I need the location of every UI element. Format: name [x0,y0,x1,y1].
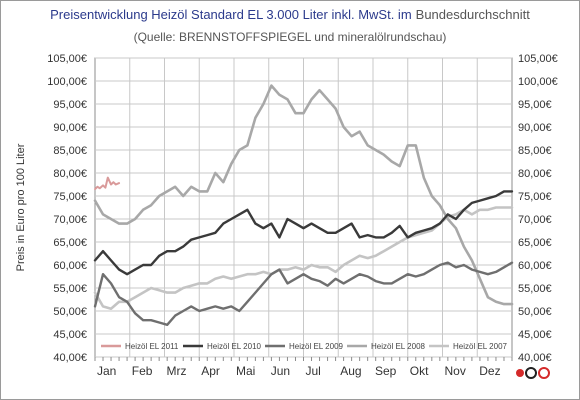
axes: 105,00€ 105,00€ 100,00€ 100,00€ 95,00€ 95,00€… [47,53,558,378]
series-line-heizöl-el-2011 [94,176,121,191]
x-tick-label: Okt [410,364,429,378]
y-tick-label-left: 70,00€ [53,214,87,226]
x-tick-label: Dez [479,364,500,378]
y-tick-label-left: 60,00€ [53,260,87,272]
chart-subtitle: (Quelle: BRENNSTOFFSPIEGEL und mineralöl… [134,30,447,44]
x-tick-label: Nov [445,364,466,378]
legend: Heizöl EL 2011 Heizöl EL 2010 Heizöl EL 20… [101,342,508,351]
y-tick-label-left: 55,00€ [53,283,87,295]
y-tick-label-right: 90,00€ [518,122,552,134]
publisher-logo [516,367,550,379]
x-tick-label: Mai [236,364,255,378]
legend-label: Heizöl EL 2008 [371,342,426,351]
y-tick-label-right: 60,00€ [518,260,552,272]
series-line-heizöl-el-2010 [93,190,514,276]
x-tick-label: Apr [201,364,220,378]
chart-title-suffix: Bundesdurchschnitt [416,7,531,22]
y-tick-label-left: 50,00€ [53,306,87,318]
grid [94,57,513,358]
y-tick-label-left: 95,00€ [53,99,87,111]
series-line-heizöl-el-2008 [93,84,514,306]
y-tick-label-left: 65,00€ [53,237,87,249]
y-tick-label-left: 90,00€ [53,122,87,134]
y-tick-label-right: 95,00€ [518,99,552,111]
legend-label: Heizöl EL 2011 [125,342,179,351]
x-tick-label: Sep [375,364,397,378]
legend-label: Heizöl EL 2007 [453,342,508,351]
y-tick-label-left: 40,00€ [53,352,87,364]
y-tick-label-right: 50,00€ [518,306,552,318]
y-tick-label-right: 40,00€ [518,352,552,364]
y-tick-label-right: 105,00€ [518,53,558,65]
x-tick-label: Jun [271,364,290,378]
legend-label: Heizöl EL 2009 [289,342,344,351]
legend-label: Heizöl EL 2010 [207,342,262,351]
y-tick-label-left: 100,00€ [47,76,87,88]
y-tick-label-right: 75,00€ [518,191,552,203]
logo-ring-red [538,367,550,379]
y-tick-label-right: 80,00€ [518,168,552,180]
y-tick-label-left: 80,00€ [53,168,87,180]
y-tick-label-left: 75,00€ [53,191,87,203]
logo-ring [525,367,537,379]
x-tick-label: Mrz [167,364,187,378]
y-tick-label-right: 55,00€ [518,283,552,295]
x-tick-label: Jul [306,364,321,378]
series-lines [93,84,514,326]
x-tick-label: Aug [340,364,361,378]
logo-dot-red [516,369,524,377]
x-tick-label: Jan [97,364,116,378]
y-tick-label-right: 100,00€ [518,76,558,88]
y-tick-label-right: 70,00€ [518,214,552,226]
y-tick-label-right: 45,00€ [518,329,552,341]
y-axis-title: Preis in Euro pro 100 Liter [15,143,27,271]
chart-title-main: Preisentwicklung Heizöl Standard EL 3.00… [50,7,412,22]
chart-title: Preisentwicklung Heizöl Standard EL 3.00… [50,7,530,22]
y-tick-label-left: 45,00€ [53,329,87,341]
x-tick-label: Feb [132,364,153,378]
series-line-heizöl-el-2009 [93,261,514,326]
y-tick-label-left: 105,00€ [47,53,87,65]
y-tick-label-left: 85,00€ [53,145,87,157]
y-tick-label-right: 85,00€ [518,145,552,157]
y-tick-label-right: 65,00€ [518,237,552,249]
